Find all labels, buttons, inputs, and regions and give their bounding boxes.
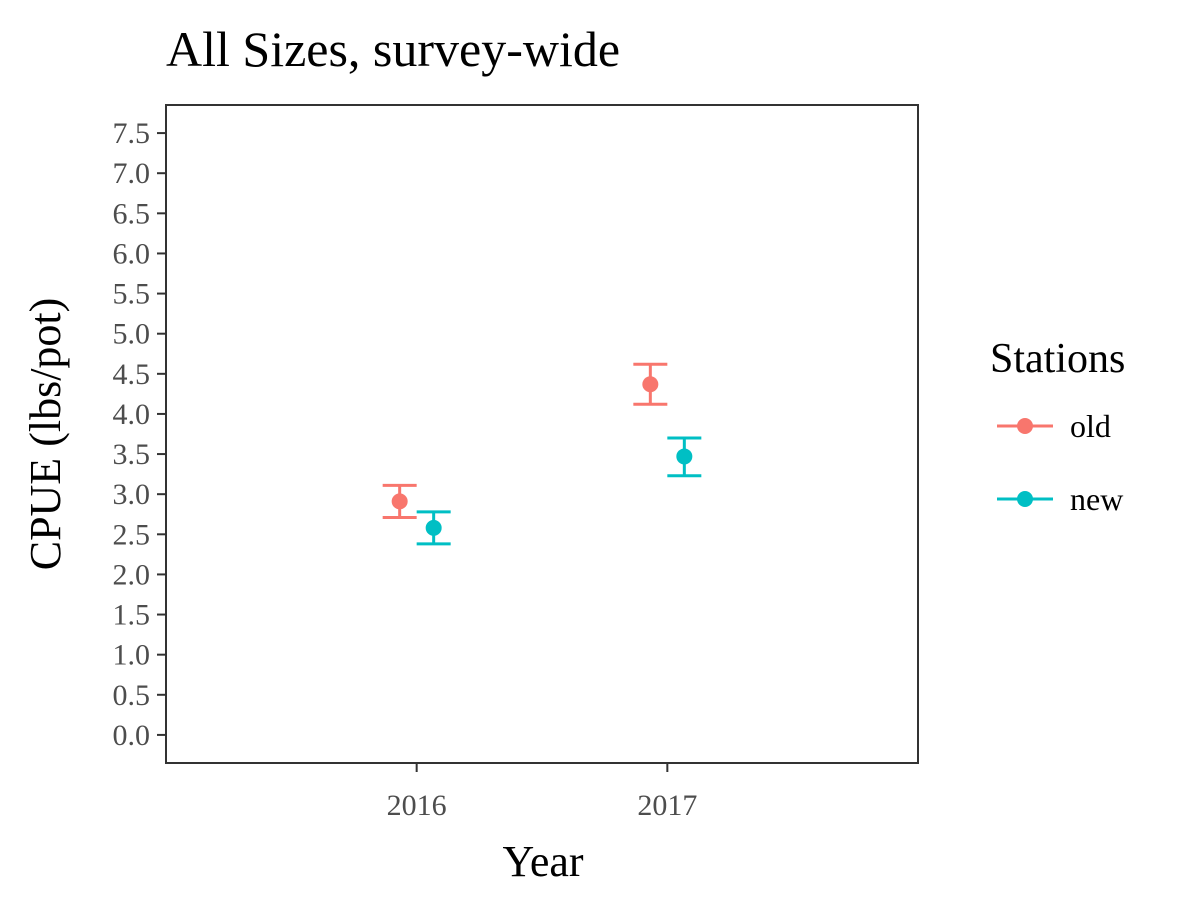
data-point <box>676 448 693 465</box>
point-new-2017 <box>667 436 702 478</box>
y-tick-label: 0.5 <box>113 679 151 712</box>
y-tick-label: 3.0 <box>113 478 151 511</box>
y-tick-label: 1.5 <box>113 599 151 632</box>
legend-key-point <box>1017 491 1033 507</box>
y-tick-label: 3.5 <box>113 438 151 471</box>
data-marks <box>382 362 702 546</box>
y-tick-label: 6.0 <box>113 237 151 270</box>
y-tick-label: 4.0 <box>113 398 151 431</box>
y-tick-label: 2.0 <box>113 558 151 591</box>
y-tick-label: 7.0 <box>113 157 151 190</box>
x-axis-title: Year <box>502 837 583 886</box>
data-point <box>642 376 659 393</box>
y-tick-label: 4.5 <box>113 358 151 391</box>
y-tick-label: 5.0 <box>113 318 151 351</box>
point-old-2016 <box>382 483 417 519</box>
y-tick-label: 5.5 <box>113 278 151 311</box>
x-tick-label: 2016 <box>387 789 447 822</box>
y-tick-label: 0.0 <box>113 719 151 752</box>
x-tick-label: 2017 <box>637 789 697 822</box>
legend: Stations old new <box>990 336 1125 517</box>
y-tick-label: 1.0 <box>113 639 151 672</box>
legend-key-point <box>1017 418 1033 434</box>
legend-item-new: new <box>997 481 1123 517</box>
chart-title: All Sizes, survey-wide <box>166 21 620 77</box>
plot-panel <box>165 104 919 764</box>
y-axis: 0.0 0.5 1.0 1.5 2.0 2.5 3.0 3.5 4.0 4.5 5.0 5.5 6.0 6… <box>113 117 166 752</box>
legend-title: Stations <box>990 336 1125 382</box>
data-point <box>391 493 408 510</box>
data-point <box>425 519 442 536</box>
y-axis-title: CPUE (lbs/pot) <box>21 298 70 571</box>
point-new-2016 <box>416 510 451 546</box>
y-tick-label: 2.5 <box>113 518 151 551</box>
y-tick-label: 7.5 <box>113 117 151 150</box>
point-old-2017 <box>633 362 668 406</box>
legend-label: old <box>1070 408 1111 444</box>
y-tick-label: 6.5 <box>113 197 151 230</box>
legend-item-old: old <box>997 408 1111 444</box>
x-axis: 2016 2017 <box>387 763 697 822</box>
legend-label: new <box>1070 481 1123 517</box>
